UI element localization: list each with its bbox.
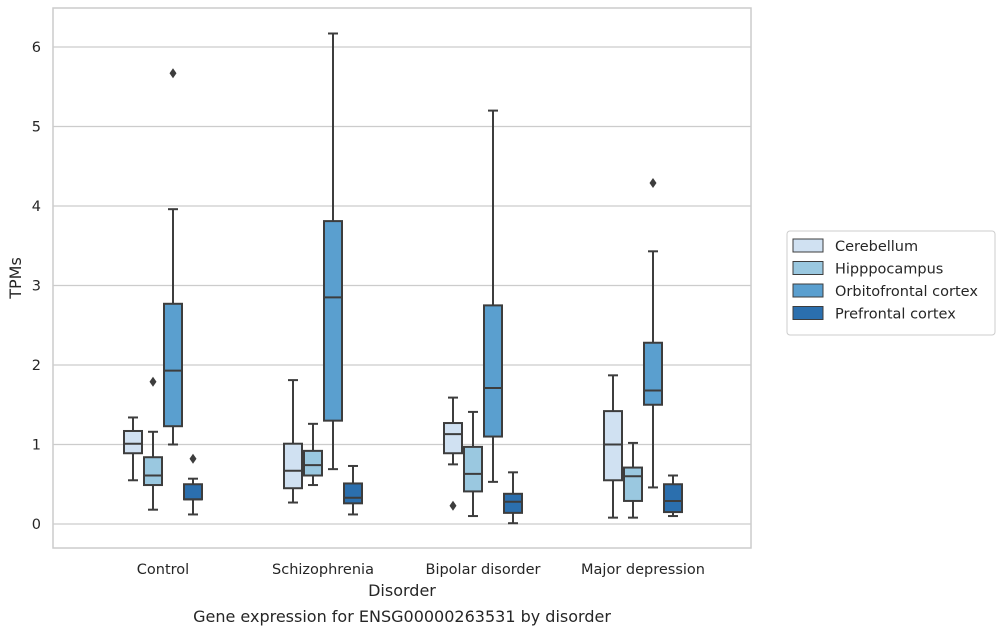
box-cerebellum [443, 396, 463, 511]
x-tick-label: Schizophrenia [272, 562, 374, 578]
legend-swatch [792, 306, 824, 320]
box-prefrontal-cortex [183, 453, 203, 516]
x-tick-label: Major depression [581, 562, 705, 578]
box-iqr [303, 449, 323, 477]
box-hipppocampus [463, 410, 483, 518]
y-tick-label: 5 [32, 120, 41, 136]
box-hipppocampus [623, 441, 643, 519]
box-hipppocampus [303, 422, 323, 487]
box-prefrontal-cortex [663, 474, 683, 518]
x-tick-labels: Control Schizophrenia Bipolar disorder Majo… [137, 562, 705, 578]
grid-lines [53, 46, 751, 525]
y-tick-label: 1 [32, 438, 41, 454]
box-iqr [663, 483, 683, 514]
x-axis-label: Disorder [368, 581, 436, 600]
legend-swatch [792, 261, 824, 275]
box-prefrontal-cortex [503, 471, 523, 525]
legend-swatch [792, 238, 824, 253]
y-axis-label: TPMs [6, 257, 25, 300]
box-iqr [183, 483, 203, 501]
legend: Cerebellum Hipppocampus Orbitofrontal cort… [786, 230, 996, 336]
box-iqr [463, 445, 483, 493]
legend-item: Prefrontal cortex [792, 306, 956, 323]
x-tick-label: Control [137, 562, 189, 578]
y-tick-labels: 0 1 2 3 4 5 6 [32, 40, 41, 533]
box-prefrontal-cortex [343, 464, 363, 516]
box-orbitofrontal-cortex [643, 177, 663, 489]
legend-item: Orbitofrontal cortex [792, 283, 978, 300]
box-iqr [123, 429, 143, 455]
box-iqr [143, 456, 163, 487]
legend-swatch [792, 283, 824, 298]
y-tick-label: 3 [32, 279, 41, 295]
legend-frame [786, 230, 996, 336]
y-tick-label: 6 [32, 40, 41, 56]
box-cerebellum [603, 374, 623, 519]
y-tick-label: 0 [32, 517, 41, 533]
box-iqr [163, 302, 183, 428]
chart-caption: Gene expression for ENSG00000263531 by d… [193, 607, 611, 626]
legend-label: Cerebellum [835, 239, 918, 255]
box-iqr [283, 442, 303, 490]
outlier-point [149, 376, 157, 387]
x-tick-label: Bipolar disorder [426, 562, 541, 578]
box-orbitofrontal-cortex [163, 68, 183, 446]
box-iqr [623, 466, 643, 502]
plot-area-frame [52, 7, 752, 549]
box-cerebellum [283, 379, 303, 504]
box-hipppocampus [143, 376, 163, 511]
legend-label: Prefrontal cortex [835, 307, 956, 323]
box-cerebellum [123, 416, 143, 482]
outlier-point [169, 68, 177, 79]
box-iqr [643, 341, 663, 406]
legend-label: Orbitofrontal cortex [835, 284, 978, 300]
box-iqr [483, 304, 503, 438]
box-orbitofrontal-cortex [323, 32, 343, 471]
box-iqr [443, 422, 463, 455]
box-iqr [343, 482, 363, 505]
legend-item: Cerebellum [792, 238, 918, 255]
outlier-point [649, 177, 657, 188]
box-orbitofrontal-cortex [483, 109, 503, 483]
box-iqr [603, 410, 623, 482]
box-marks [123, 32, 683, 525]
y-tick-label: 2 [32, 358, 41, 374]
box-iqr [503, 492, 523, 514]
outlier-point [189, 453, 197, 464]
y-tick-label: 4 [32, 199, 41, 215]
outlier-point [449, 500, 457, 511]
box-iqr [323, 220, 343, 422]
legend-label: Hipppocampus [835, 262, 943, 278]
legend-item: Hipppocampus [792, 261, 943, 278]
